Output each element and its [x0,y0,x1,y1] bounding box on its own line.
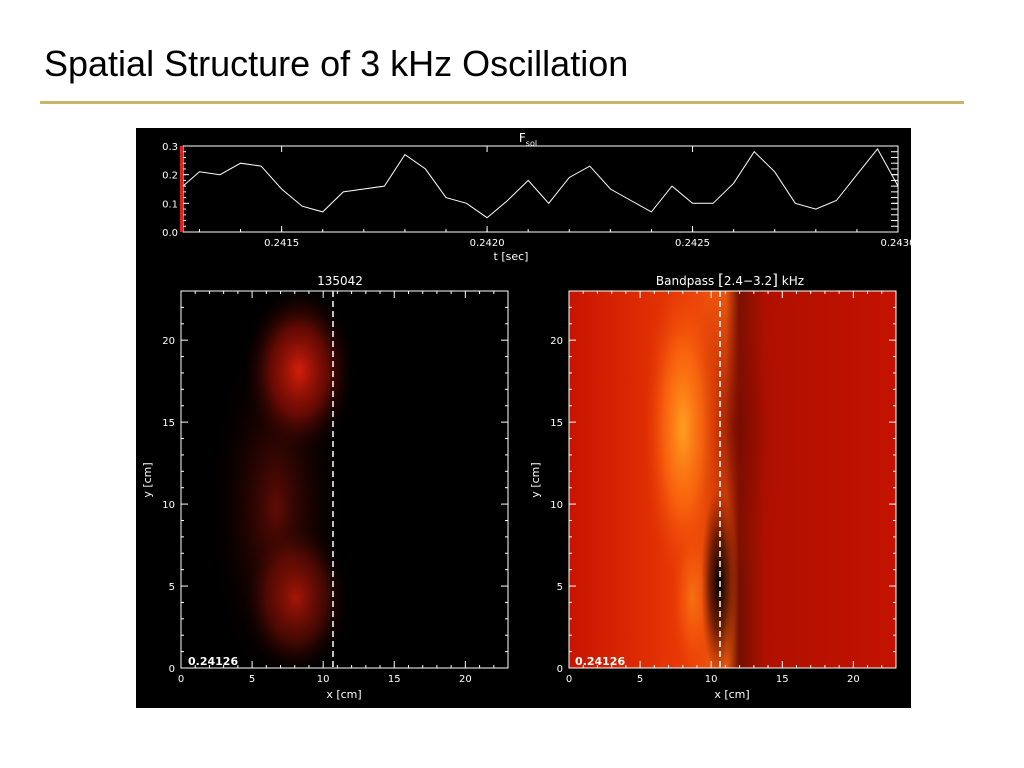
heatmap-left-timestamp: 0.24126 [188,655,238,668]
fsol-ytick-label: 0.0 [162,228,178,239]
heatmap-right-title-part-4: kHz [778,274,804,288]
heatmap-left-frame [180,290,509,669]
fsol-xtick-label: 0.2425 [675,238,710,249]
heatmap-right-title-part-3: ] [772,271,778,289]
fsol-xtick-label: 0.2430 [881,238,912,249]
fsol-red-marker [180,146,183,232]
fsol-title-sub: sol [526,139,537,148]
heatmap-left-xtick-label: 15 [388,674,401,685]
heatmap-right-title-part-2: 2.4−3.2 [724,274,772,288]
heatmap-right-xlabel: x [cm] [714,688,749,701]
heatmap-right-frame [568,290,897,669]
heatmap-left-ytick-label: 15 [162,418,175,429]
title-divider [40,101,964,104]
heatmap-left-xlabel: x [cm] [326,688,361,701]
fsol-plot: Fsol 0.0 0.1 0.2 0.3 0.2415 0.2420 0.2425 0.24… [162,131,911,263]
fsol-trace-line [182,148,899,219]
heatmap-right-ylabel: y [cm] [529,462,542,497]
heatmap-right-title-part-1: [ [718,271,724,289]
heatmap-left-glow-top [241,291,357,459]
heatmap-left-xtick-label: 5 [249,674,255,685]
heatmap-left: 135042 0.24126 0 5 10 15 20 0 5 10 15 20 x [cm] y… [141,274,509,701]
heatmap-right-timestamp: 0.24126 [575,655,625,668]
heatmap-left-ytick-label: 0 [169,664,175,675]
heatmap-right-xtick-label: 10 [705,674,718,685]
fsol-ytick-label: 0.1 [162,199,178,210]
fsol-title: Fsol [519,131,537,148]
heatmap-left-xtick-label: 10 [317,674,330,685]
heatmap-right-ytick-label: 20 [550,336,563,347]
fsol-xtick-label: 0.2415 [264,238,299,249]
heatmap-left-ytick-label: 10 [162,500,175,511]
heatmap-left-ytick-label: 20 [162,336,175,347]
heatmap-right-xtick-label: 0 [566,674,572,685]
heatmap-right-dark-spot [701,488,737,668]
figure-panel: Fsol 0.0 0.1 0.2 0.3 0.2415 0.2420 0.2425 0.24… [136,128,911,708]
heatmap-right-ytick-label: 0 [557,664,563,675]
heatmap-left-ylabel: y [cm] [141,462,154,497]
heatmap-right-title-part-0: Bandpass [656,274,718,288]
heatmap-right-xtick-label: 20 [847,674,860,685]
heatmap-right-bright-band [643,291,723,588]
heatmap-left-title: 135042 [317,274,363,288]
slide-title: Spatial Structure of 3 kHz Oscillation [44,43,629,84]
heatmap-left-glow-bottom [241,518,351,668]
heatmap-right-ytick-label: 10 [550,500,563,511]
figure-svg: Fsol 0.0 0.1 0.2 0.3 0.2415 0.2420 0.2425 0.24… [141,131,911,701]
fsol-xtick-label: 0.2420 [470,238,505,249]
fsol-title-main: F [519,131,526,145]
heatmap-left-xtick-label: 0 [178,674,184,685]
heatmap-right-xtick-label: 15 [776,674,789,685]
fsol-plot-frame [182,145,899,233]
fsol-ytick-label: 0.3 [162,142,178,153]
heatmap-right-xtick-label: 5 [637,674,643,685]
fsol-xlabel: t [sec] [494,250,529,263]
heatmap-right-ytick-label: 5 [557,582,563,593]
fsol-ytick-label: 0.2 [162,171,178,182]
heatmap-right: Bandpass [2.4−3.2] kHz 0.24126 0 5 10 15 20 0… [529,271,897,701]
heatmap-right-ytick-label: 15 [550,418,563,429]
heatmap-left-xtick-label: 20 [459,674,472,685]
heatmap-left-ytick-label: 5 [169,582,175,593]
heatmap-right-title: Bandpass [2.4−3.2] kHz [656,271,804,289]
